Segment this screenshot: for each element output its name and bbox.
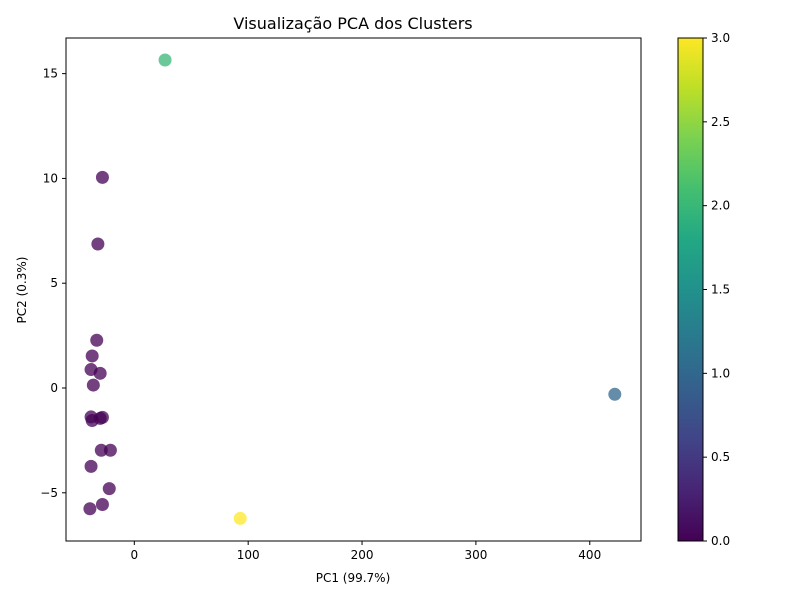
x-tick-label: 400 (578, 548, 601, 562)
data-point-14 (84, 459, 98, 473)
colorbar-tick-label: 0.5 (711, 450, 730, 464)
data-point-18 (608, 387, 622, 401)
y-tick-label: 10 (43, 171, 58, 185)
x-tick-label: 200 (351, 548, 374, 562)
data-point-6 (93, 366, 107, 380)
y-tick-label: 5 (50, 276, 58, 290)
data-point-16 (95, 498, 109, 512)
data-point-12 (94, 443, 108, 457)
y-tick-label: 0 (50, 381, 58, 395)
x-axis-label: PC1 (99.7%) (316, 571, 391, 585)
y-tick-label: 15 (43, 67, 58, 81)
colorbar-axis: 0.0 0.5 1.0 1.5 2.0 2.5 3.0 (703, 31, 730, 548)
x-tick-label: 0 (130, 548, 138, 562)
plot-area (83, 53, 622, 525)
colorbar (677, 37, 704, 542)
colorbar-tick-label: 2.0 (711, 199, 730, 213)
y-axis: −5 0 5 10 15 (40, 67, 66, 500)
x-axis: 0 100 200 300 400 (130, 541, 601, 562)
data-point-11 (95, 410, 109, 424)
y-axis-label: PC2 (0.3%) (15, 257, 29, 324)
x-tick-label: 300 (464, 548, 487, 562)
chart-title: Visualização PCA dos Clusters (233, 14, 472, 33)
data-point-15 (102, 482, 116, 496)
data-point-7 (86, 378, 100, 392)
y-tick-label: −5 (40, 486, 58, 500)
data-point-17 (83, 502, 97, 516)
data-point-1 (95, 170, 109, 184)
plot-frame (65, 37, 642, 542)
x-tick-label: 100 (237, 548, 260, 562)
colorbar-tick-label: 1.0 (711, 366, 730, 380)
colorbar-tick-label: 1.5 (711, 283, 730, 297)
data-point-2 (91, 237, 105, 251)
data-point-3 (90, 333, 104, 347)
colorbar-tick-label: 3.0 (711, 31, 730, 45)
colorbar-tick-label: 2.5 (711, 115, 730, 129)
data-point-19 (233, 511, 247, 525)
data-point-4 (85, 349, 99, 363)
colorbar-tick-label: 0.0 (711, 534, 730, 548)
data-point-0 (158, 53, 172, 67)
data-point-13 (103, 443, 117, 457)
